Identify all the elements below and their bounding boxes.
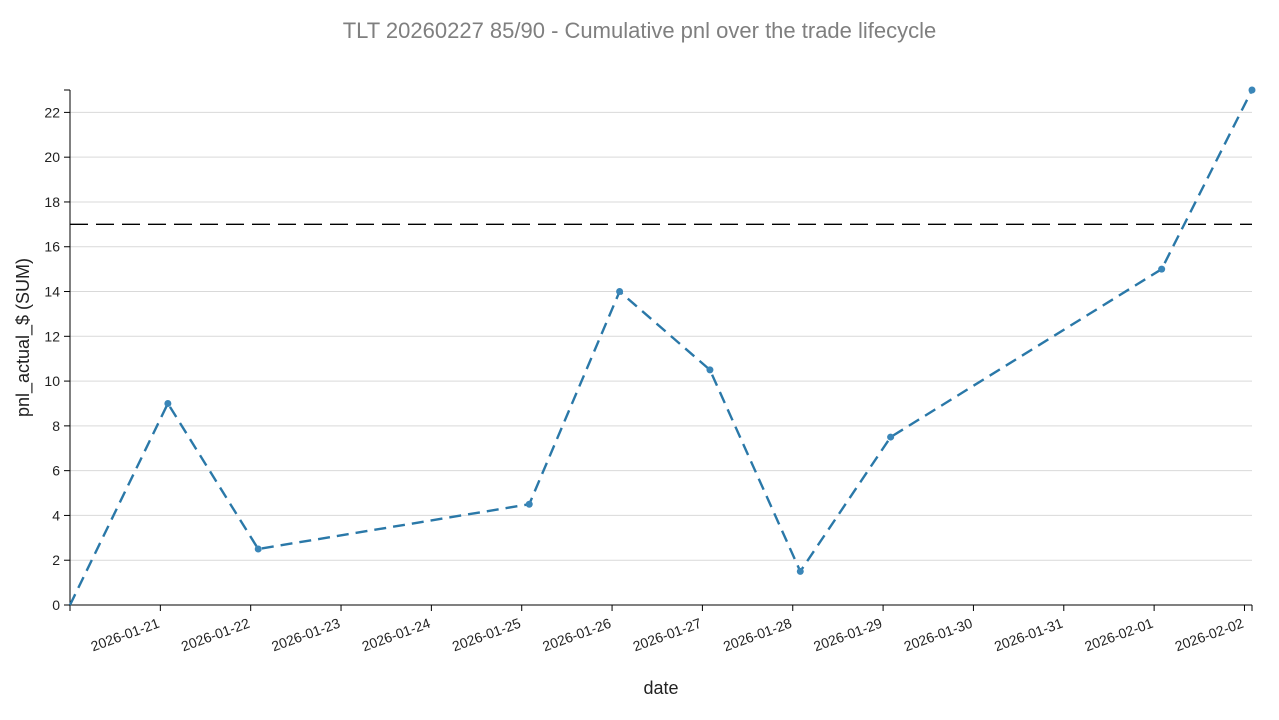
data-point — [254, 545, 262, 553]
y-tick-label: 22 — [44, 104, 60, 120]
x-tick-label: 2026-01-30 — [902, 615, 975, 655]
x-tick-label: 2026-01-22 — [179, 615, 252, 655]
y-tick-label: 8 — [52, 418, 60, 434]
y-tick-label: 18 — [44, 194, 60, 210]
x-tick-label: 2026-01-24 — [360, 615, 433, 655]
y-axis-title: pnl_actual_$ (SUM) — [13, 258, 34, 417]
y-tick-label: 12 — [44, 328, 60, 344]
y-tick-label: 4 — [52, 507, 60, 523]
grid-layer — [70, 111, 1252, 561]
chart-title: TLT 20260227 85/90 - Cumulative pnl over… — [342, 18, 937, 43]
series-layer — [68, 89, 1254, 606]
x-tick-label: 2026-01-28 — [721, 615, 794, 655]
data-point — [525, 500, 533, 508]
x-tick-label: 2026-02-01 — [1082, 615, 1155, 655]
y-tick-label: 0 — [52, 597, 60, 613]
y-tick-label: 20 — [44, 149, 60, 165]
y-tick-label: 2 — [52, 552, 60, 568]
x-axis-title: date — [643, 678, 678, 698]
data-point — [706, 366, 714, 374]
x-tick-label: 2026-01-29 — [811, 615, 884, 655]
y-tick-label: 6 — [52, 463, 60, 479]
axes-layer: 0 2 4 6 8 10 12 14 16 18 20 22 2026-01-21 2026-01-22 2… — [44, 89, 1253, 655]
data-point — [796, 567, 804, 575]
x-tick-label: 2026-01-26 — [540, 615, 613, 655]
data-point — [1158, 265, 1166, 273]
data-point — [616, 288, 624, 296]
y-tick-label: 10 — [44, 373, 60, 389]
y-tick-label: 14 — [44, 284, 60, 300]
data-point — [887, 433, 895, 441]
x-tick-label: 2026-01-21 — [89, 615, 162, 655]
data-point — [164, 399, 172, 407]
x-tick-label: 2026-02-02 — [1173, 615, 1246, 655]
x-tick-label: 2026-01-23 — [269, 615, 342, 655]
x-tick-label: 2026-01-31 — [992, 615, 1065, 655]
x-tick-label: 2026-01-25 — [450, 615, 523, 655]
x-tick-label: 2026-01-27 — [631, 615, 704, 655]
y-tick-label: 16 — [44, 239, 60, 255]
series-line — [68, 89, 1254, 606]
data-point — [1248, 86, 1256, 94]
points-layer — [164, 86, 1256, 575]
